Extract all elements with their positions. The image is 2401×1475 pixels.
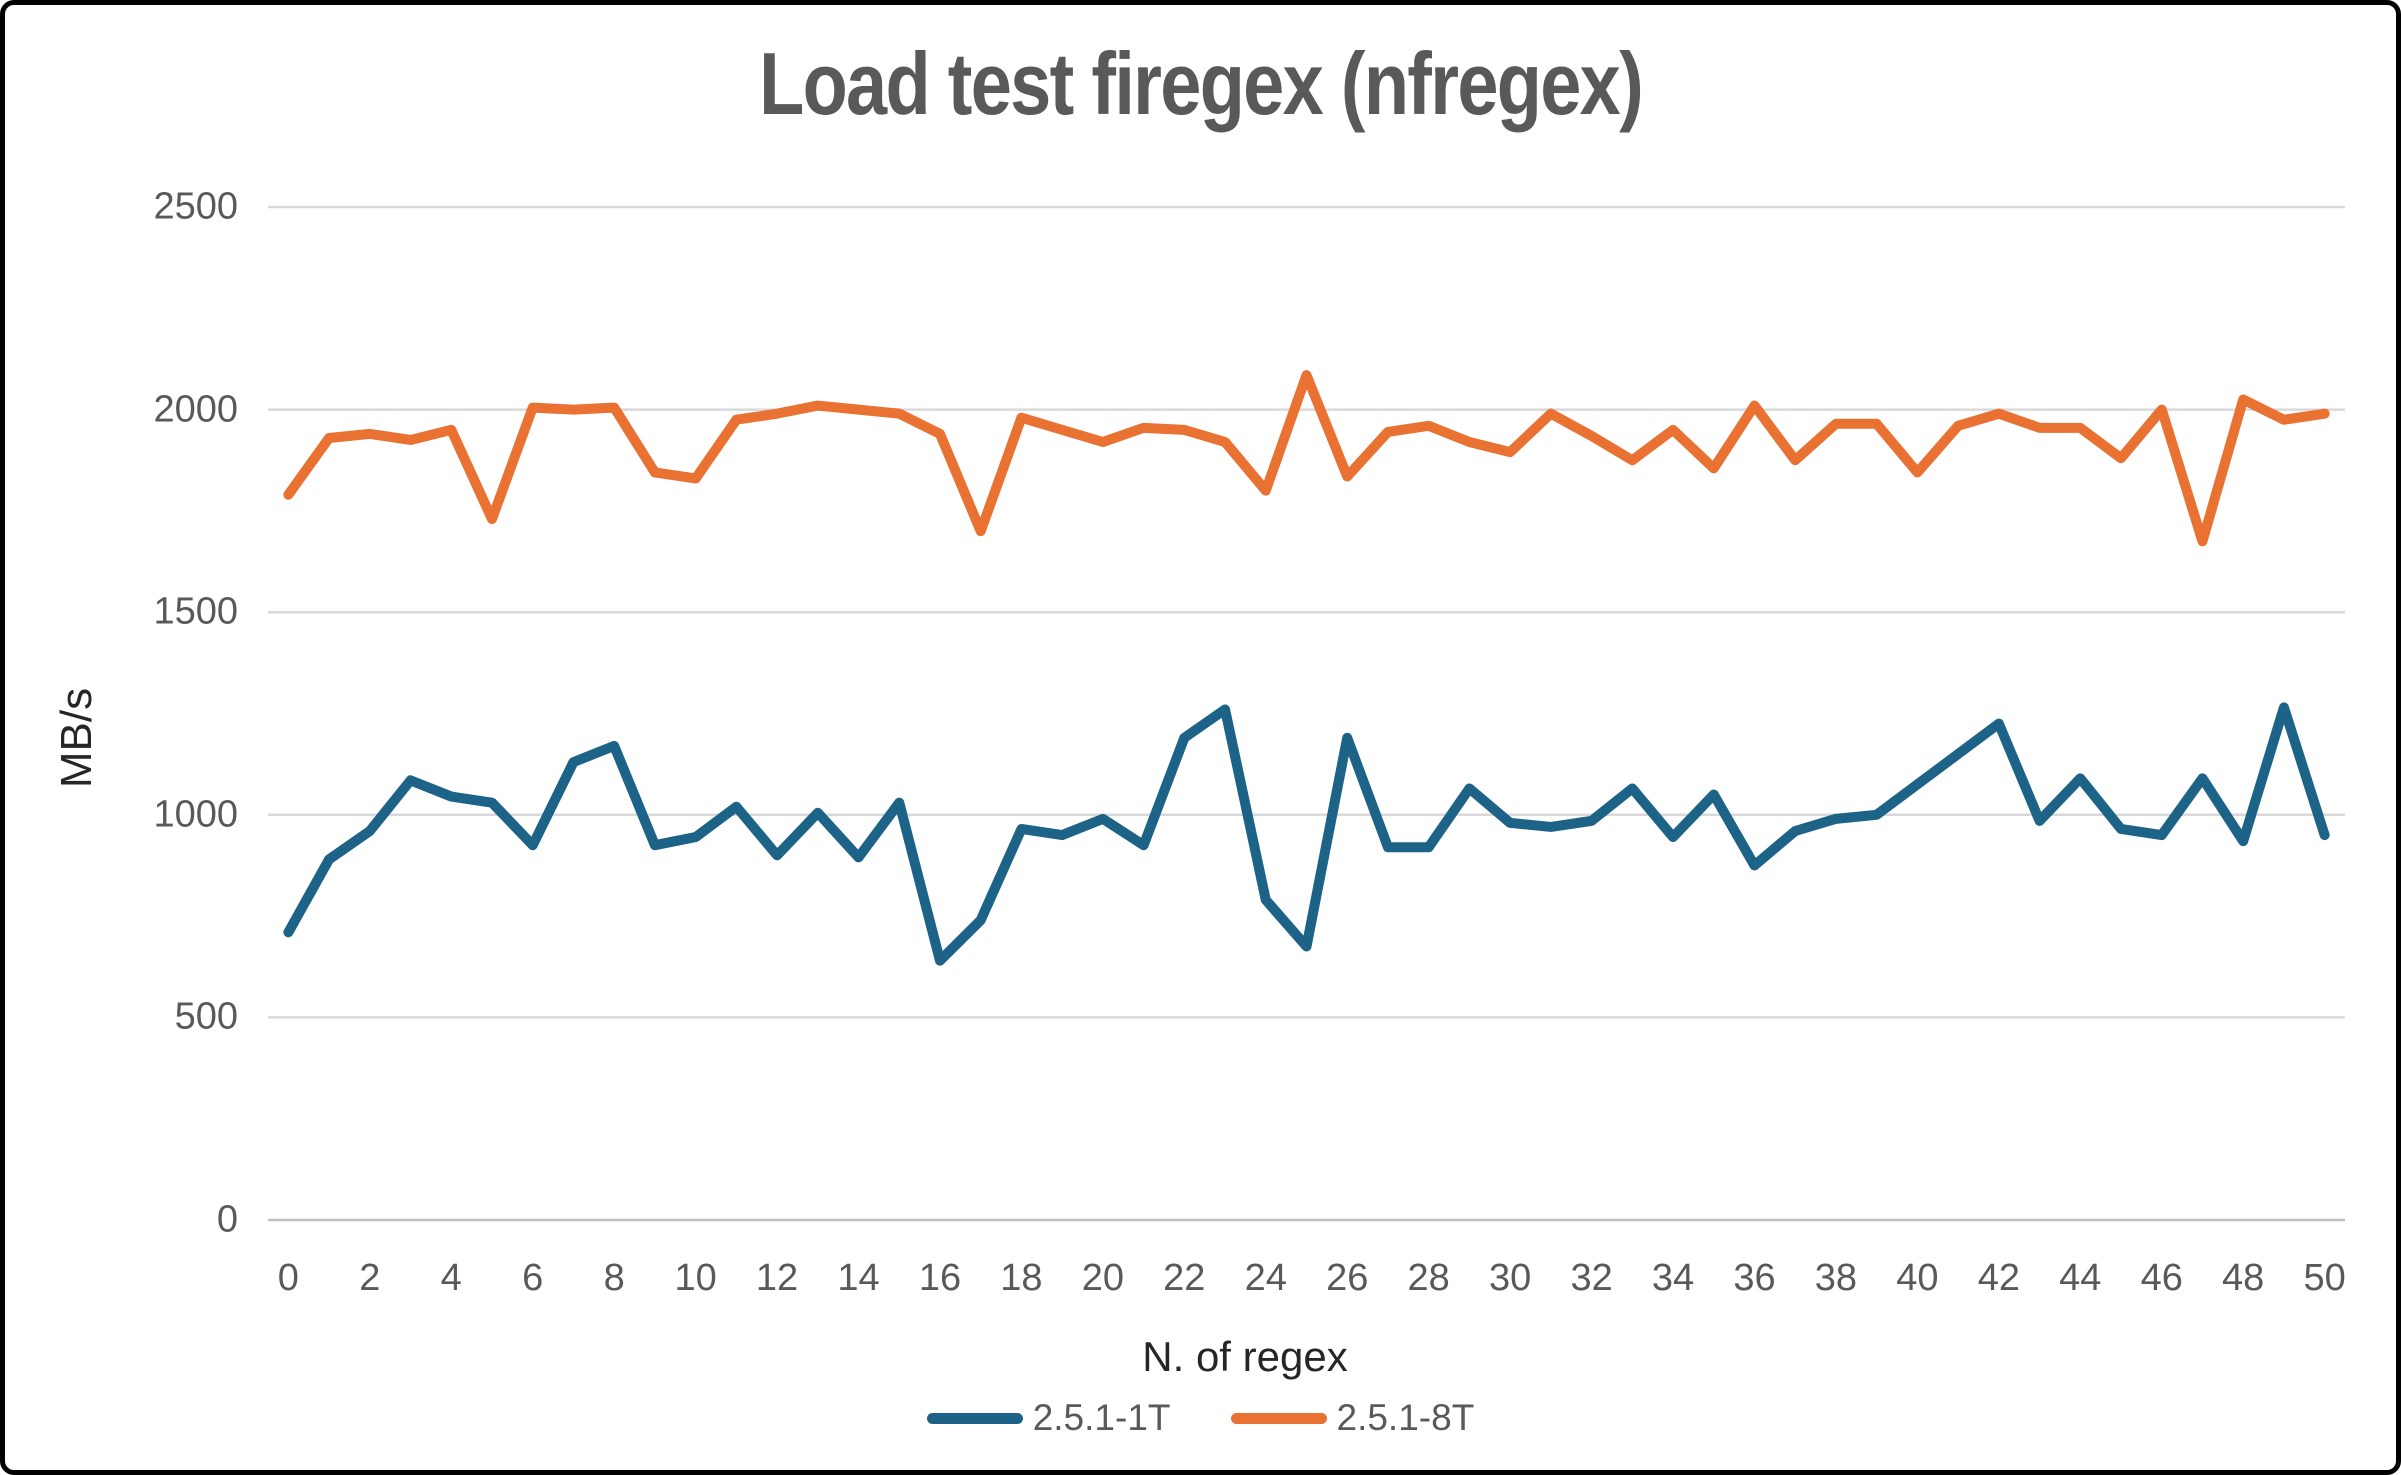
x-tick-label-46: 46 xyxy=(2140,1257,2183,1299)
x-tick-label-6: 6 xyxy=(522,1257,544,1299)
y-tick-label-1000: 1000 xyxy=(153,793,238,836)
x-tick-label-26: 26 xyxy=(1326,1257,1369,1299)
legend-swatch-1t xyxy=(926,1412,1023,1424)
x-tick-label-12: 12 xyxy=(755,1257,799,1299)
legend-label-1t: 2.5.1-1T xyxy=(1032,1397,1171,1438)
gridlines xyxy=(268,205,2345,1222)
y-tick-label-2500: 2500 xyxy=(153,185,238,228)
legend-item-8t: 2.5.1-8T xyxy=(1230,1397,1475,1439)
y-axis-title: MB/s xyxy=(52,687,101,789)
x-tick-label-48: 48 xyxy=(2222,1257,2265,1299)
x-tick-label-20: 20 xyxy=(1081,1257,1124,1299)
series-line-2.5.1-8T xyxy=(283,370,2330,547)
x-tick-label-22: 22 xyxy=(1163,1257,1206,1299)
legend-label-8t: 2.5.1-8T xyxy=(1336,1397,1475,1438)
x-tick-label-16: 16 xyxy=(918,1257,962,1299)
x-tick-label-38: 38 xyxy=(1814,1257,1858,1299)
x-tick-label-28: 28 xyxy=(1407,1257,1450,1299)
x-tick-label-42: 42 xyxy=(1977,1257,2020,1299)
series-lines xyxy=(283,370,2330,966)
x-tick-label-24: 24 xyxy=(1244,1257,1287,1299)
x-tick-label-40: 40 xyxy=(1896,1257,1939,1299)
series-line-2.5.1-1T xyxy=(283,702,2330,966)
x-tick-label-32: 32 xyxy=(1570,1257,1613,1299)
y-tick-label-1500: 1500 xyxy=(153,590,238,633)
x-tick-label-50: 50 xyxy=(2303,1257,2346,1299)
x-tick-label-36: 36 xyxy=(1733,1257,1776,1299)
x-tick-label-14: 14 xyxy=(837,1257,880,1299)
x-tick-label-0: 0 xyxy=(277,1257,299,1299)
legend: 2.5.1-1T 2.5.1-8T xyxy=(5,1397,2396,1439)
x-tick-label-30: 30 xyxy=(1488,1257,1532,1299)
chart-title-text: Load test firegex (nfregex) xyxy=(759,34,1644,133)
legend-item-1t: 2.5.1-1T xyxy=(926,1397,1171,1439)
x-axis-title: N. of regex xyxy=(1142,1333,1348,1380)
x-tick-label-2: 2 xyxy=(359,1257,381,1299)
y-tick-label-500: 500 xyxy=(174,995,238,1038)
x-tick-label-4: 4 xyxy=(440,1257,462,1299)
y-tick-label-0: 0 xyxy=(216,1198,238,1241)
x-tick-label-18: 18 xyxy=(1000,1257,1043,1299)
x-tick-label-10: 10 xyxy=(674,1257,717,1299)
x-tick-label-34: 34 xyxy=(1651,1257,1695,1299)
chart-title: Load test firegex (nfregex) xyxy=(5,33,2396,135)
legend-swatch-8t xyxy=(1230,1412,1327,1424)
y-tick-label-2000: 2000 xyxy=(153,388,238,431)
plot-area xyxy=(268,205,2345,1222)
x-tick-label-8: 8 xyxy=(603,1257,625,1299)
x-tick-label-44: 44 xyxy=(2059,1257,2102,1299)
